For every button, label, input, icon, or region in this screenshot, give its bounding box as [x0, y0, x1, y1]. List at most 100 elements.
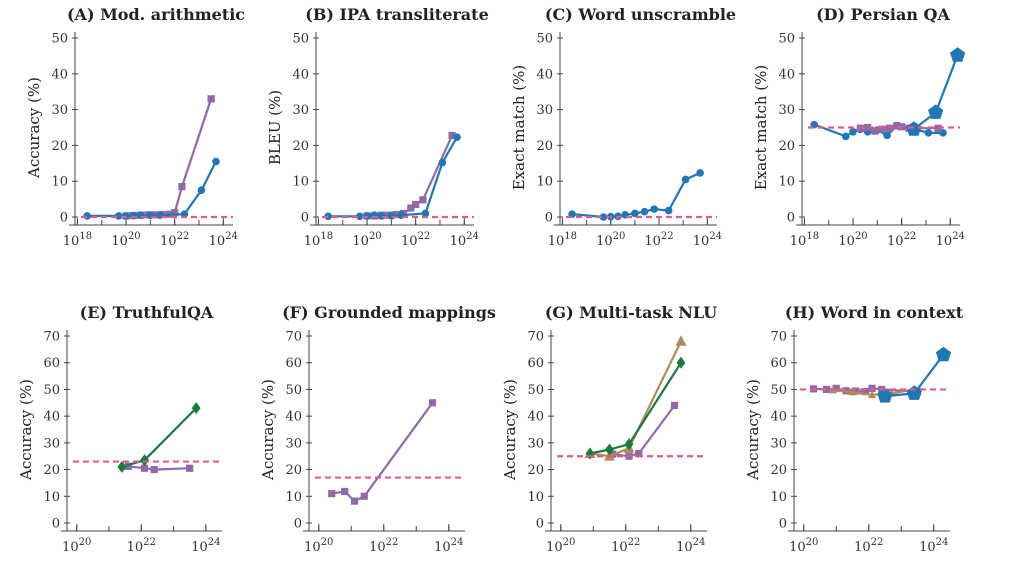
x-tick-label: 1024 — [450, 231, 479, 249]
data-point — [832, 384, 840, 392]
x-tick-label: 1022 — [401, 231, 430, 249]
y-tick-label: 10 — [778, 175, 795, 190]
y-tick-label: 50 — [285, 383, 302, 398]
data-point — [186, 464, 194, 472]
data-point — [207, 95, 215, 103]
y-tick-label: 50 — [536, 32, 553, 47]
data-point — [841, 132, 850, 141]
y-tick-label: 60 — [527, 356, 544, 371]
panel-title: (D) Persian QA — [816, 5, 950, 24]
y-tick-label: 10 — [51, 175, 68, 190]
series-3 — [906, 47, 966, 136]
panel-title: (G) Multi-task NLU — [545, 303, 717, 322]
x-tick-label: 1022 — [887, 231, 916, 249]
data-point — [935, 346, 952, 362]
y-axis-label: BLEU (%) — [266, 90, 284, 165]
y-tick-label: 40 — [778, 67, 795, 82]
data-point — [871, 127, 879, 135]
y-axis-label: Accuracy (%) — [744, 379, 762, 481]
data-point — [328, 490, 336, 498]
data-point — [117, 460, 127, 473]
y-tick-label: 10 — [43, 490, 60, 505]
y-tick-label: 10 — [292, 175, 309, 190]
data-point — [650, 205, 658, 213]
data-point — [140, 464, 149, 472]
y-tick-label: 20 — [770, 463, 787, 478]
y-tick-label: 40 — [292, 67, 309, 82]
data-point — [681, 175, 690, 184]
y-tick-label: 30 — [292, 103, 309, 118]
series-line — [121, 407, 197, 468]
y-tick-label: 20 — [778, 139, 795, 154]
y-tick-label: 40 — [285, 410, 302, 425]
y-tick-label: 30 — [778, 103, 795, 118]
panel-title: (F) Grounded mappings — [282, 303, 496, 322]
y-tick-label: 0 — [60, 211, 68, 226]
data-point — [421, 209, 430, 218]
data-point — [883, 131, 891, 140]
data-point — [419, 196, 427, 204]
series-1 — [124, 462, 194, 474]
y-tick-label: 20 — [51, 139, 68, 154]
series-2 — [584, 335, 687, 461]
data-point — [877, 388, 893, 403]
x-tick-label: 1022 — [644, 231, 673, 249]
data-point — [140, 454, 149, 467]
data-point — [599, 213, 608, 221]
series-3 — [877, 346, 952, 403]
y-tick-label: 60 — [285, 356, 302, 371]
y-tick-label: 20 — [285, 463, 302, 478]
data-point — [924, 129, 933, 137]
panel-title: (E) TruthfulQA — [80, 303, 214, 322]
panel-title: (H) Word in context — [785, 303, 964, 322]
y-tick-label: 10 — [527, 490, 544, 505]
data-point — [178, 182, 186, 191]
data-point — [355, 212, 364, 221]
data-point — [438, 158, 447, 167]
x-tick-label: 1024 — [693, 231, 722, 249]
x-tick-label: 1024 — [434, 537, 463, 555]
y-tick-label: 30 — [51, 103, 68, 118]
series-line — [367, 134, 454, 217]
data-point — [453, 133, 461, 141]
data-point — [696, 169, 704, 177]
data-point — [861, 387, 870, 396]
data-point — [171, 209, 179, 217]
x-tick-label: 1020 — [111, 231, 140, 249]
series-line — [612, 404, 676, 458]
y-tick-label: 30 — [285, 436, 302, 451]
data-point — [849, 127, 857, 136]
panel-title: (C) Word unscramble — [545, 5, 736, 24]
x-tick-label: 1018 — [790, 231, 819, 249]
y-tick-label: 30 — [536, 103, 553, 118]
y-tick-label: 20 — [292, 139, 309, 154]
data-point — [852, 387, 860, 395]
x-tick-label: 1020 — [546, 537, 575, 555]
series-1 — [568, 169, 704, 221]
x-tick-label: 1024 — [209, 231, 238, 249]
y-tick-label: 20 — [536, 139, 553, 154]
panel-title: (B) IPA transliterate — [305, 5, 489, 24]
series-2 — [83, 157, 220, 220]
x-tick-label: 1024 — [676, 537, 705, 555]
data-point — [624, 438, 634, 451]
data-point — [407, 204, 415, 212]
y-tick-label: 0 — [779, 517, 787, 532]
data-point — [191, 402, 201, 415]
y-tick-label: 0 — [787, 211, 795, 226]
data-point — [635, 449, 643, 458]
data-point — [864, 123, 872, 132]
data-point — [324, 212, 332, 221]
data-point — [124, 462, 132, 470]
y-tick-label: 0 — [301, 211, 309, 226]
x-tick-label: 1022 — [854, 537, 883, 555]
data-point — [605, 443, 614, 456]
data-point — [640, 207, 649, 216]
x-tick-label: 1020 — [62, 537, 91, 555]
data-point — [675, 335, 687, 346]
y-tick-label: 50 — [527, 383, 544, 398]
data-point — [129, 211, 138, 220]
